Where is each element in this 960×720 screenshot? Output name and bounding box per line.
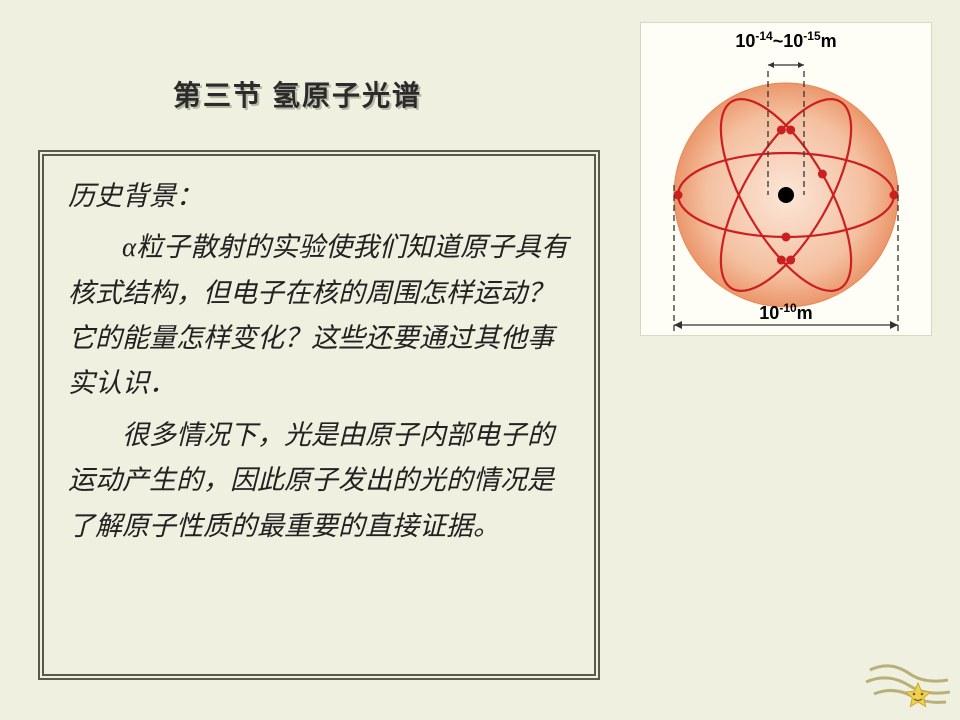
atom-diagram: 10-14~10-15m 10-10m <box>640 22 932 336</box>
svg-text:10-14~10-15m: 10-14~10-15m <box>735 29 836 51</box>
content-heading: 历史背景： <box>68 174 570 219</box>
atom-svg: 10-14~10-15m 10-10m <box>641 23 931 335</box>
page-title: 第三节 氢原子光谱 <box>173 74 422 114</box>
svg-text:10-10m: 10-10m <box>759 301 812 323</box>
content-para-2: 很多情况下，光是由原子内部电子的运动产生的，因此原子发出的光的情况是了解原子性质… <box>68 413 570 549</box>
content-box: 历史背景： α粒子散射的实验使我们知道原子具有核式结构，但电子在核的周围怎样运动… <box>38 150 600 680</box>
content-para-1: α粒子散射的实验使我们知道原子具有核式结构，但电子在核的周围怎样运动？它的能量怎… <box>68 225 570 406</box>
decoration-svg <box>860 650 950 710</box>
corner-decoration <box>860 650 950 710</box>
